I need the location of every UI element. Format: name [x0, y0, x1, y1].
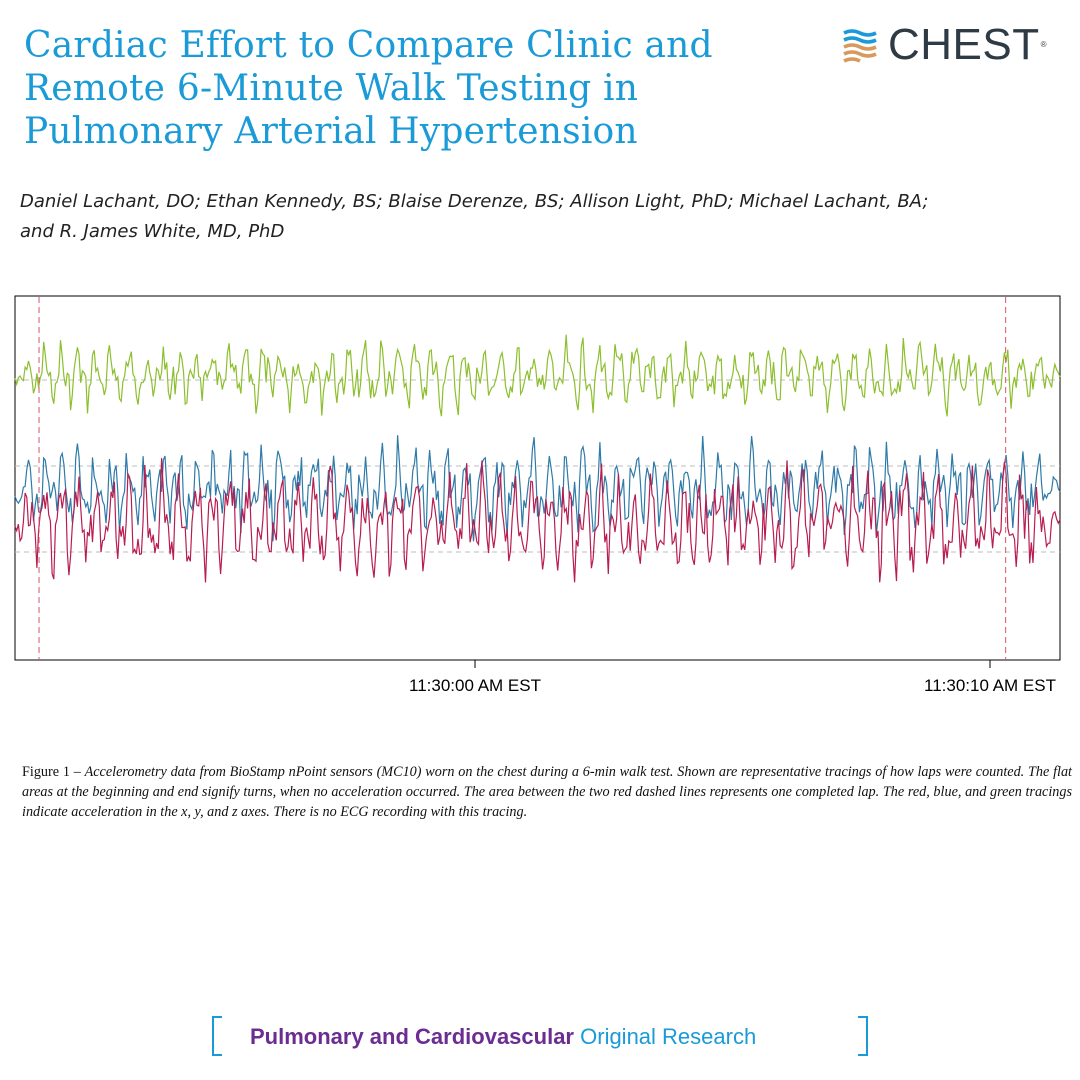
section-footer: Pulmonary and Cardiovascular Original Re… — [0, 1016, 1080, 1060]
series-layer — [14, 334, 1061, 583]
left-bracket — [212, 1016, 222, 1056]
chest-stripes-icon — [843, 29, 877, 63]
title-line-3: Pulmonary Arterial Hypertension — [24, 111, 638, 152]
x-tick-label-2: 11:30:10 AM EST — [924, 676, 1056, 695]
article-title: Cardiac Effort to Compare Clinic and Rem… — [24, 24, 804, 153]
authors-line-1: Daniel Lachant, DO; Ethan Kennedy, BS; B… — [20, 191, 929, 212]
right-bracket — [858, 1016, 868, 1056]
series-z-line — [14, 334, 1061, 417]
title-line-2: Remote 6-Minute Walk Testing in — [24, 68, 639, 109]
authors-line-2: and R. James White, MD, PhD — [20, 221, 285, 242]
author-list: Daniel Lachant, DO; Ethan Kennedy, BS; B… — [20, 187, 1020, 247]
title-line-1: Cardiac Effort to Compare Clinic and — [24, 25, 713, 66]
figure-caption: Figure 1 – Accelerometry data from BioSt… — [22, 762, 1072, 822]
footer-section: Pulmonary and Cardiovascular — [250, 1024, 574, 1049]
accelerometry-chart: 11:30:00 AM EST 11:30:10 AM EST — [14, 295, 1061, 695]
chest-logo-text: CHEST® — [888, 20, 1048, 69]
caption-label: Figure 1 – — [22, 764, 85, 780]
chest-logo[interactable]: CHEST® — [842, 22, 1047, 68]
caption-text: Accelerometry data from BioStamp nPoint … — [22, 764, 1072, 820]
series-x-line — [14, 458, 1061, 583]
series-y-line — [14, 435, 1061, 542]
footer-category: Original Research — [580, 1024, 757, 1049]
footer-text[interactable]: Pulmonary and Cardiovascular Original Re… — [250, 1024, 756, 1050]
x-tick-label-1: 11:30:00 AM EST — [409, 676, 541, 695]
